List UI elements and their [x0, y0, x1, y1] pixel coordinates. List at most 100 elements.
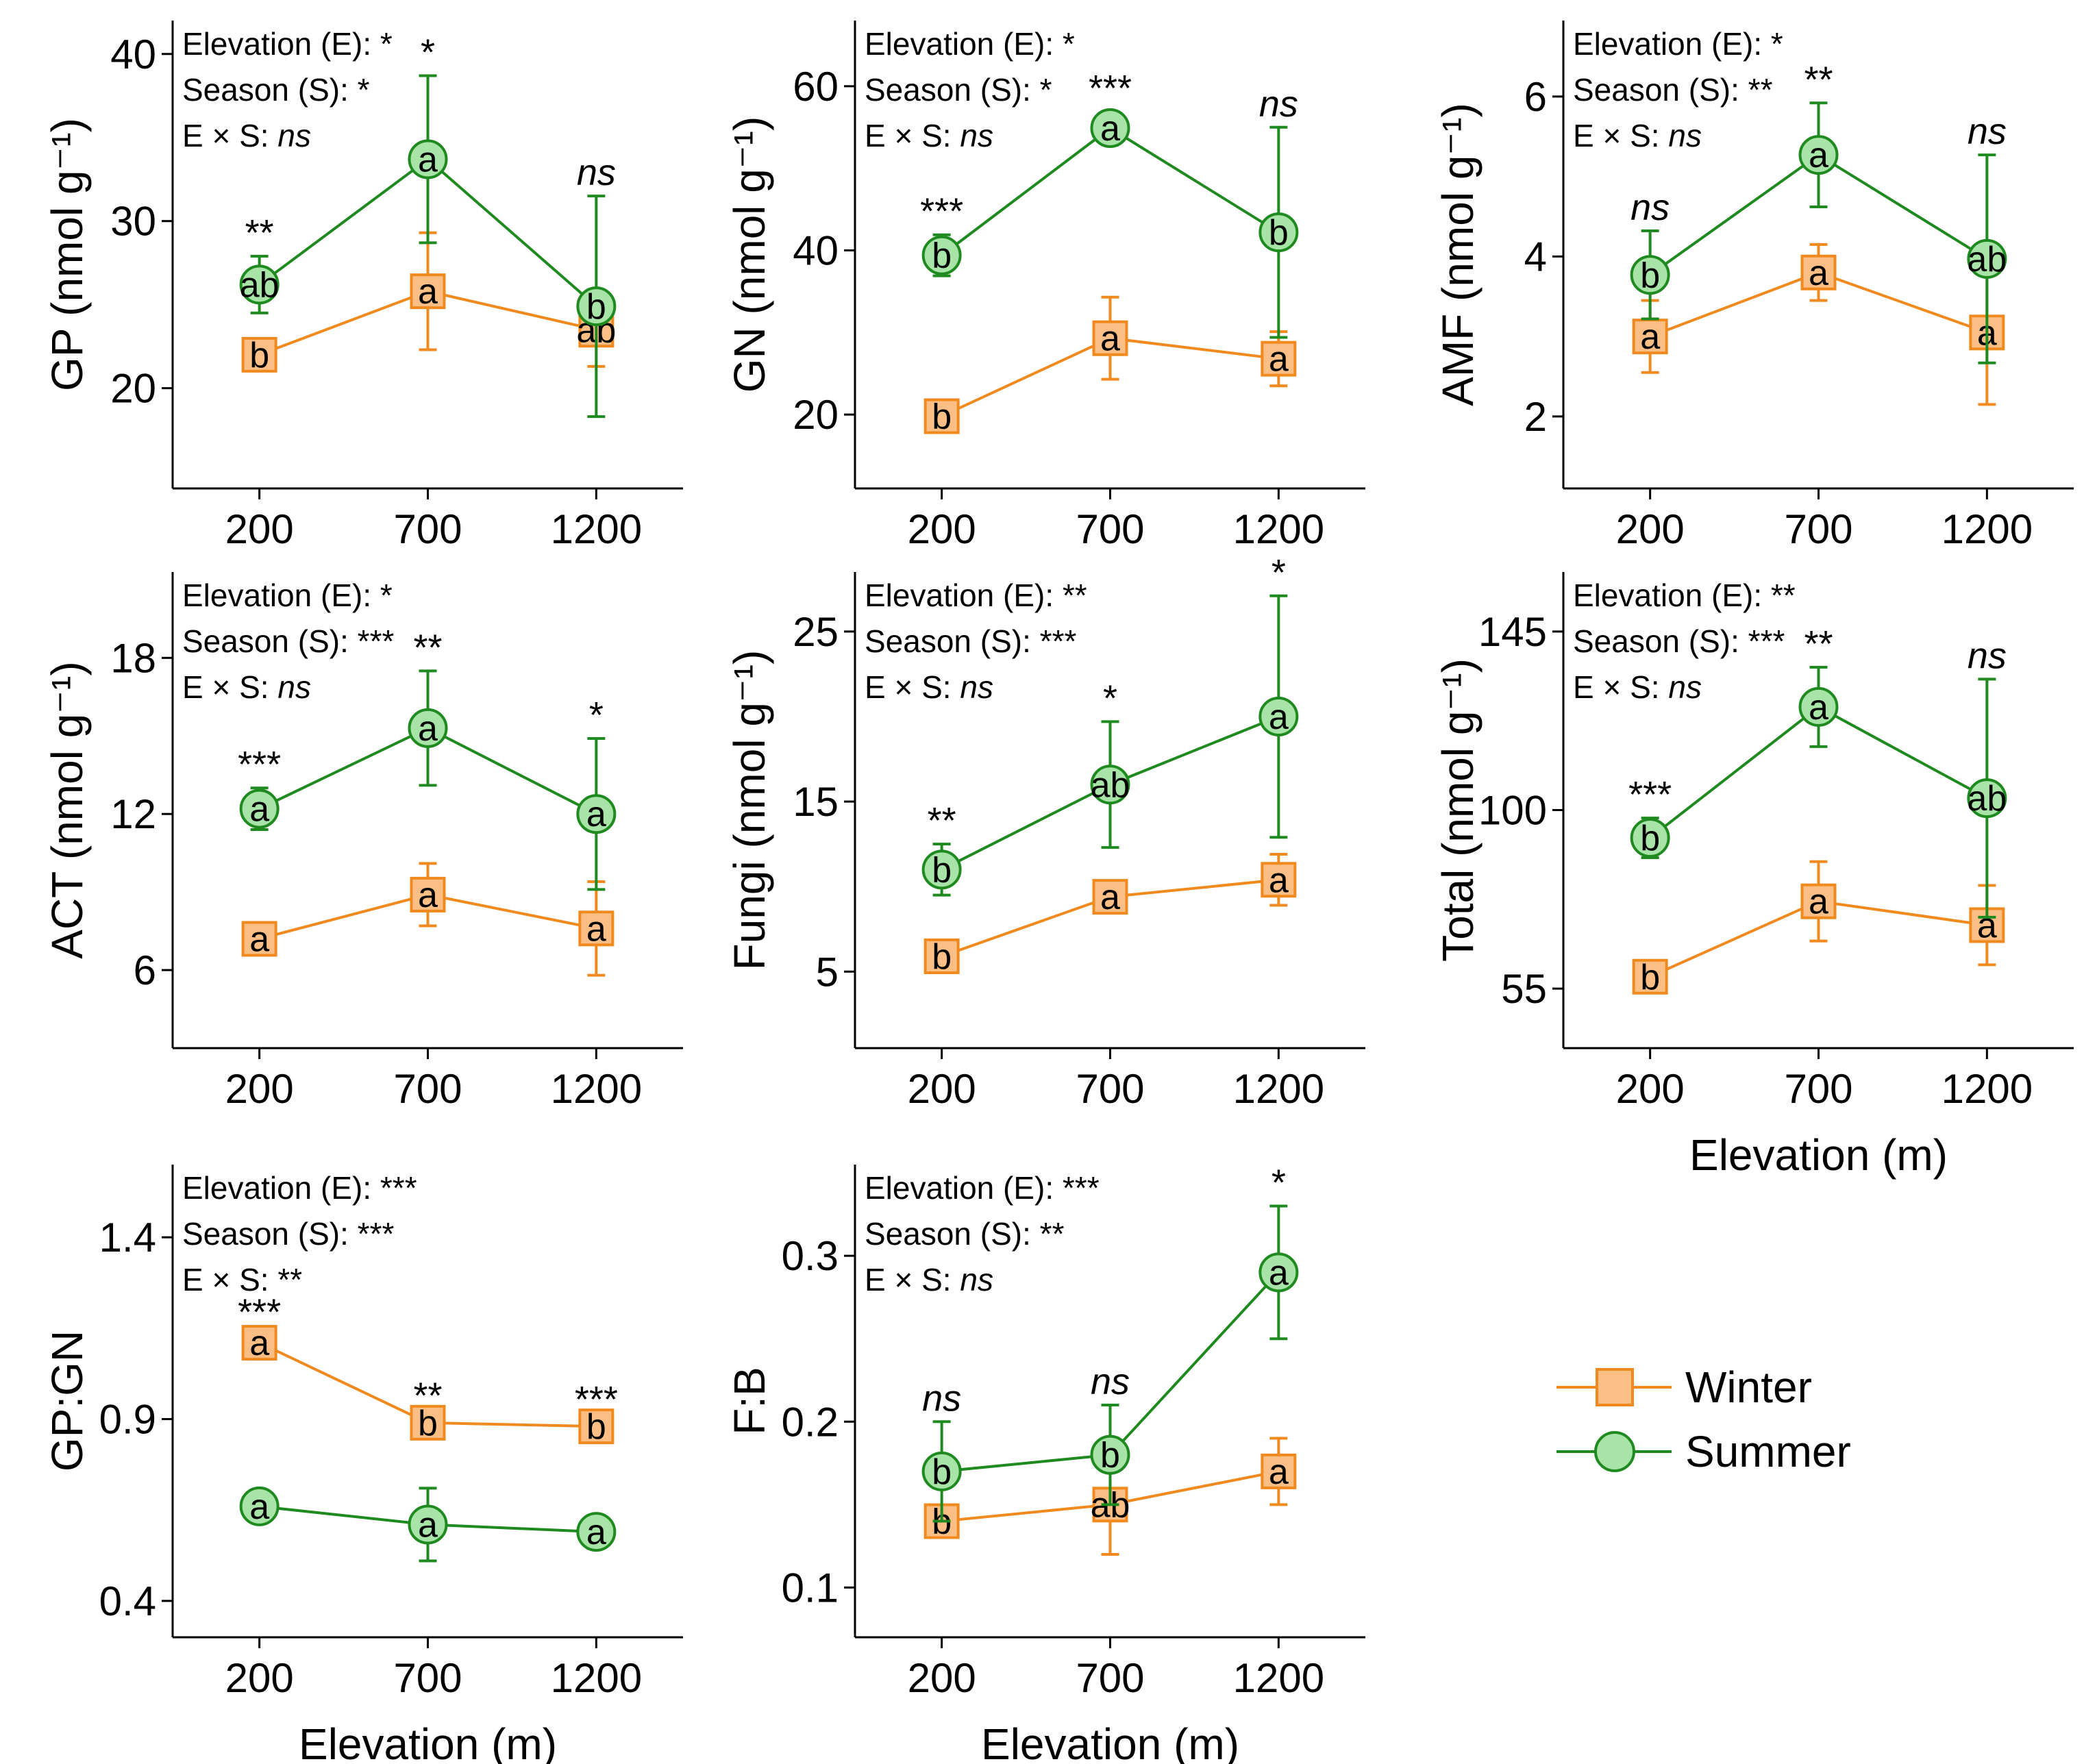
- significance-letter: a: [1269, 340, 1289, 380]
- significance-letter: a: [1100, 109, 1120, 149]
- summer-marker: [408, 1504, 448, 1545]
- winter-marker: [1261, 862, 1297, 898]
- significance-marker: ***: [238, 1291, 281, 1332]
- significance-letter: a: [586, 795, 606, 834]
- significance-letter: ab: [1967, 240, 2007, 279]
- significance-letter: a: [1269, 860, 1289, 900]
- significance-marker: ns: [922, 1378, 961, 1419]
- winter-marker: [923, 938, 960, 974]
- significance-letter: b: [932, 850, 952, 890]
- significance-marker: ***: [1089, 68, 1132, 109]
- summer-marker: [239, 788, 280, 829]
- x-tick-label: 700: [1076, 1655, 1144, 1701]
- stats-annotation: E × S: **: [182, 1262, 302, 1297]
- y-tick-label: 40: [793, 228, 839, 274]
- x-tick-label: 1200: [1233, 1655, 1324, 1701]
- significance-letter: a: [249, 1324, 269, 1363]
- significance-marker: *: [589, 695, 604, 736]
- significance-letter: b: [1640, 256, 1660, 295]
- y-tick-label: 0.4: [99, 1578, 156, 1624]
- significance-marker: **: [1804, 623, 1833, 664]
- y-tick-label: 145: [1478, 609, 1547, 655]
- y-tick-label: 5: [816, 949, 839, 995]
- significance-marker: **: [413, 1376, 442, 1417]
- significance-marker: ***: [238, 744, 281, 785]
- significance-letter: b: [586, 287, 606, 327]
- x-tick-label: 700: [393, 1655, 462, 1701]
- winter-marker: [923, 398, 960, 434]
- y-tick-label: 18: [110, 635, 156, 681]
- significance-letter: a: [1640, 317, 1660, 357]
- significance-letter: ab: [1091, 765, 1130, 805]
- summer-marker: [921, 235, 962, 275]
- y-tick-label: 0.3: [782, 1233, 839, 1279]
- chart-panel-fb: 0.1 0.2 0.3 200 700 1200 F:B Elevation (m) Eleva…: [725, 1163, 1365, 1764]
- stats-annotation: E × S: ns: [865, 669, 993, 705]
- significance-marker: **: [245, 212, 274, 253]
- legend-circle-marker: [1594, 1431, 1635, 1472]
- summer-marker: [921, 1451, 962, 1491]
- x-tick-label: 1200: [551, 1066, 642, 1112]
- x-tick-label: 700: [1784, 1066, 1852, 1112]
- chart-panel-act: 6 12 18 200 700 1200 ACT (nmol g⁻¹) Elevation (…: [42, 572, 683, 1112]
- significance-letter: b: [932, 397, 952, 437]
- significance-marker: ***: [575, 1379, 618, 1420]
- y-axis-label: F:B: [725, 1367, 774, 1435]
- stats-annotation: E × S: ns: [865, 118, 993, 153]
- significance-letter: a: [1100, 319, 1120, 359]
- winter-marker: [1261, 1453, 1297, 1489]
- significance-marker: *: [421, 32, 435, 73]
- summer-marker: [1630, 818, 1670, 858]
- legend-label: Summer: [1685, 1427, 1851, 1476]
- summer-marker: [1090, 1434, 1130, 1475]
- x-tick-label: 200: [225, 1066, 294, 1112]
- x-axis-label: Elevation (m): [1689, 1130, 1948, 1180]
- stats-annotation: Elevation (E): ***: [182, 1170, 417, 1206]
- x-tick-label: 700: [1076, 1066, 1144, 1112]
- significance-letter: b: [418, 1404, 438, 1443]
- y-tick-label: 30: [110, 199, 156, 245]
- summer-marker: [1090, 765, 1130, 805]
- x-tick-label: 200: [1616, 1066, 1685, 1112]
- chart-panel-amf: 2 4 6 200 700 1200 AMF (nmol g⁻¹) Elevation (E)…: [1433, 21, 2074, 552]
- chart-panel-fungi: 5 15 25 200 700 1200 Fungi (nmol g⁻¹) Elevation…: [725, 552, 1365, 1112]
- summer-marker: [1258, 1252, 1299, 1293]
- summer-marker: [921, 849, 962, 890]
- stats-annotation: Elevation (E): *: [182, 577, 393, 613]
- significance-letter: b: [1100, 1436, 1120, 1476]
- significance-marker: ns: [577, 152, 616, 193]
- y-axis-label: GP:GN: [42, 1330, 92, 1471]
- significance-letter: a: [1269, 1253, 1289, 1293]
- x-tick-label: 1200: [551, 506, 642, 552]
- y-axis-label: ACT (nmol g⁻¹): [42, 661, 92, 958]
- stats-annotation: Elevation (E): *: [182, 26, 393, 62]
- summer-marker: [576, 1512, 617, 1552]
- significance-letter: a: [418, 1505, 438, 1545]
- y-axis-label: GP (nmol g⁻¹): [42, 118, 92, 391]
- x-tick-label: 700: [393, 1066, 462, 1112]
- stats-annotation: Elevation (E): *: [1573, 26, 1783, 62]
- x-tick-label: 200: [908, 1066, 976, 1112]
- y-tick-label: 60: [793, 64, 839, 110]
- winter-marker: [241, 1325, 277, 1361]
- winter-marker: [410, 1404, 446, 1441]
- y-tick-label: 6: [134, 947, 156, 993]
- y-tick-label: 55: [1501, 966, 1547, 1012]
- significance-letter: b: [249, 336, 269, 375]
- summer-marker: [239, 1486, 280, 1526]
- significance-marker: *: [1103, 678, 1117, 719]
- y-tick-label: 40: [110, 32, 156, 77]
- winter-marker: [1092, 320, 1128, 356]
- x-tick-label: 200: [225, 506, 294, 552]
- y-tick-label: 20: [793, 392, 839, 438]
- y-tick-label: 0.1: [782, 1565, 839, 1611]
- stats-annotation: Elevation (E): **: [865, 577, 1087, 613]
- significance-letter: ab: [240, 265, 280, 305]
- stats-annotation: Elevation (E): *: [865, 26, 1075, 62]
- significance-letter: a: [1809, 882, 1828, 922]
- significance-letter: a: [418, 709, 438, 749]
- y-tick-label: 100: [1478, 788, 1547, 834]
- winter-marker: [241, 336, 277, 373]
- significance-letter: a: [418, 140, 438, 179]
